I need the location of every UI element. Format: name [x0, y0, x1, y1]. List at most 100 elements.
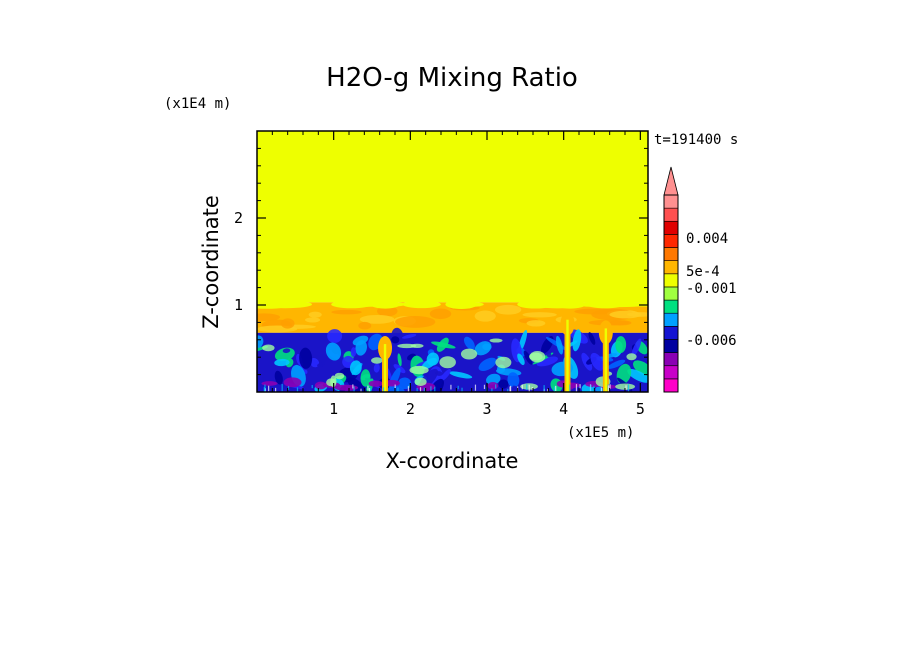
colorbar-swatch: [663, 273, 679, 288]
cloud-patch: [262, 344, 275, 352]
y-tick-label: 2: [234, 209, 243, 227]
ground-noise: [474, 384, 477, 391]
colorbar-swatch: [663, 378, 679, 393]
turbulence-blob: [536, 356, 559, 367]
time-label: t=191400 s: [654, 132, 738, 148]
turbulence-blob: [463, 336, 475, 350]
ground-noise: [609, 384, 611, 390]
turbulence-blob: [507, 372, 520, 388]
band-texture: [280, 318, 295, 329]
colorbar-swatch: [663, 194, 679, 209]
plume-core-2: [604, 328, 608, 392]
x-tick-label: 2: [406, 400, 415, 418]
colorbar-swatch: [663, 339, 679, 353]
turbulence-blob: [431, 341, 456, 349]
ground-noise: [528, 384, 530, 392]
turbulence-blob: [317, 362, 326, 368]
ground-noise: [368, 388, 371, 392]
x-scale-label: (x1E5 m): [567, 425, 634, 441]
cloud-patch: [414, 377, 427, 387]
colorbar-label: 5e-4: [686, 264, 720, 280]
cloud-patch: [439, 356, 456, 369]
ground-noise: [509, 386, 511, 392]
ground-noise: [507, 388, 509, 392]
ground-noise: [555, 385, 557, 391]
turbulence-blob: [282, 348, 291, 354]
ground-noise: [457, 385, 459, 390]
ground-noise: [416, 388, 418, 392]
turbulence-blob: [325, 342, 342, 361]
cloud-patch: [495, 356, 512, 369]
cloud-patch: [615, 383, 635, 390]
colorbar-frame: [663, 194, 679, 393]
turbulence-blob: [474, 341, 492, 356]
ground-noise: [367, 385, 369, 391]
turbulence-blob: [347, 377, 367, 392]
turbulence-blob: [397, 353, 402, 367]
ground-noise: [491, 388, 493, 392]
colorbar: 0.004 5e-4-0.001 -0.006: [663, 166, 737, 393]
bottom-blob: [283, 377, 302, 388]
ground-noise: [625, 385, 627, 390]
colorbar-swatch: [663, 312, 679, 327]
cloud-patch: [410, 343, 424, 348]
turbulence-blob: [607, 359, 626, 369]
turbulence-blob: [588, 332, 596, 345]
band-texture: [308, 311, 322, 318]
turbulence-blob: [615, 336, 627, 354]
x-tick-label: 1: [329, 400, 338, 418]
ground-noise: [360, 388, 362, 392]
turbulence-blob: [555, 335, 564, 355]
ground-noise: [526, 384, 528, 390]
plot-area: [257, 131, 648, 392]
turbulence-blob: [478, 357, 497, 372]
ground-noise: [423, 387, 425, 392]
ground-noise: [281, 384, 283, 392]
turbulence-blob: [631, 338, 642, 358]
colorbar-swatch: [663, 352, 679, 367]
ground-noise: [287, 385, 290, 391]
band-texture: [359, 314, 395, 324]
y-tick-label: 1: [234, 296, 243, 314]
colorbar-swatch: [663, 286, 679, 301]
chart-title: H2O-g Mixing Ratio: [326, 63, 578, 93]
band-texture: [526, 320, 546, 327]
band-texture: [257, 313, 281, 321]
ground-noise: [547, 388, 549, 392]
colorbar-swatch: [663, 220, 679, 235]
band-texture: [429, 308, 452, 320]
turbulence-blob: [633, 360, 648, 377]
colorbar-label: -0.006: [686, 333, 737, 349]
ground-noise: [408, 384, 410, 389]
turbulence-blob: [391, 336, 400, 344]
cloud-patch: [334, 372, 345, 380]
ground-noise: [353, 386, 355, 392]
x-tick-label: 3: [482, 400, 491, 418]
colorbar-swatch: [663, 234, 679, 248]
band-fringe: [554, 300, 586, 309]
plume-core-0: [383, 344, 387, 392]
ground-noise: [543, 385, 545, 391]
turbulence-blob: [327, 329, 343, 343]
bottom-blob: [314, 381, 327, 390]
ground-noise: [352, 384, 354, 389]
turbulence-blob: [373, 363, 380, 373]
x-tick-label: 5: [636, 400, 645, 418]
turbulence-blob: [350, 347, 357, 358]
ground-noise: [382, 387, 385, 392]
ground-noise: [311, 385, 313, 389]
band-texture: [331, 309, 362, 315]
plot-frame: [256, 130, 649, 393]
band-texture: [305, 317, 321, 323]
turbulence-blob: [352, 335, 369, 346]
turbulence-blob: [523, 350, 533, 365]
turbulence-blob: [299, 347, 313, 369]
band-fringe: [257, 300, 293, 309]
ground-noise: [430, 386, 432, 392]
cloud-patch: [489, 338, 503, 343]
cloud-patch: [529, 350, 546, 363]
turbulence-blob: [498, 379, 509, 389]
ground-noise: [407, 386, 410, 392]
ground-noise: [483, 384, 486, 390]
